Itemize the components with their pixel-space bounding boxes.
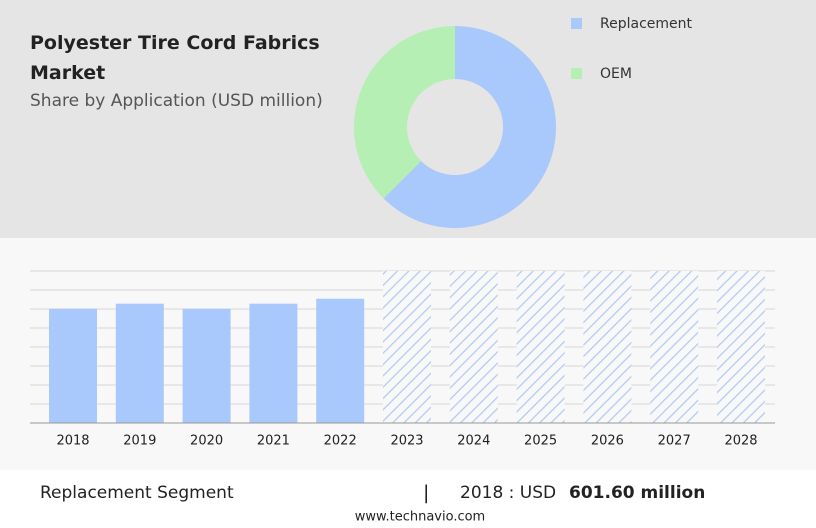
legend-swatch <box>571 68 582 79</box>
website: www.technavio.com <box>355 510 485 525</box>
x-tick-label: 2027 <box>658 434 691 449</box>
forecast-placeholder <box>717 271 765 423</box>
legend-label: OEM <box>600 66 632 82</box>
x-tick-label: 2028 <box>724 434 757 449</box>
legend-swatch <box>571 18 582 29</box>
x-tick-label: 2022 <box>324 434 357 449</box>
footer-year: 2018 : USD <box>460 483 556 503</box>
donut-slice <box>353 26 455 199</box>
bar <box>49 308 97 423</box>
x-tick-label: 2018 <box>56 434 89 449</box>
separator: | <box>423 482 429 504</box>
footer-amount: 601.60 million <box>569 483 705 503</box>
forecast-placeholder <box>516 271 565 423</box>
donut-slice <box>383 26 556 228</box>
x-tick-label: 2023 <box>390 434 423 449</box>
x-tick-label: 2020 <box>190 434 223 449</box>
chart-title: Polyester Tire Cord Fabrics Market <box>30 32 320 84</box>
footer-segment: Replacement Segment <box>40 483 234 503</box>
x-tick-label: 2026 <box>591 434 624 449</box>
forecast-placeholder <box>583 271 632 423</box>
forecast-placeholder <box>449 271 498 423</box>
forecast-placeholder <box>650 271 699 423</box>
x-tick-label: 2025 <box>524 434 557 449</box>
x-tick-label: 2024 <box>457 434 490 449</box>
x-tick-label: 2021 <box>257 434 290 449</box>
bar <box>316 298 365 423</box>
chart-subtitle: Share by Application (USD million) <box>30 91 323 111</box>
legend-label: Replacement <box>600 16 693 32</box>
bar <box>182 308 231 423</box>
bar <box>249 303 298 423</box>
forecast-placeholder <box>383 271 431 423</box>
bar <box>115 303 164 423</box>
x-tick-label: 2019 <box>123 434 156 449</box>
